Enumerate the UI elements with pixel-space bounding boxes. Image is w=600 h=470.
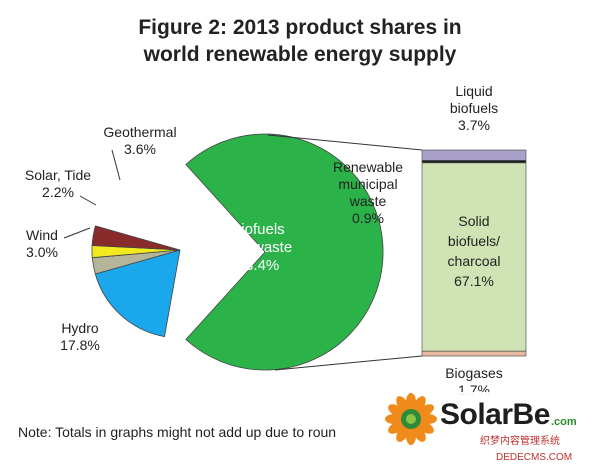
connector-bottom xyxy=(274,355,423,371)
label-wind: Wind 3.0% xyxy=(26,227,58,260)
slice-hydro xyxy=(94,249,181,338)
chart-title-line-2: world renewable energy supply xyxy=(143,43,457,66)
chart-labels: Hydro 17.8% Wind 3.0% Solar, Tide 2.2% Geother… xyxy=(25,83,503,398)
leader-geothermal xyxy=(111,149,121,181)
footnote: Note: Totals in graphs might not add up … xyxy=(18,424,337,440)
bar-segment-municipal xyxy=(421,160,527,164)
leader-solar xyxy=(79,195,97,206)
leader-wind xyxy=(63,227,91,239)
label-biofuels: Biofuels and waste 73.4% xyxy=(224,221,292,274)
bar-segment-solid xyxy=(421,162,527,352)
label-geothermal: Geothermal 3.6% xyxy=(103,124,176,157)
label-municipal: Renewable municipal waste 0.9% xyxy=(333,159,403,226)
label-hydro: Hydro 17.8% xyxy=(60,320,100,353)
label-solar: Solar, Tide 2.2% xyxy=(25,167,91,200)
chart-title-line-1: Figure 2: 2013 product shares in xyxy=(138,16,462,39)
watermark-tld: .com xyxy=(551,416,577,428)
label-liquid: Liquid biofuels 3.7% xyxy=(450,83,498,133)
bar-segment-biogases xyxy=(421,350,527,357)
watermark-brand: SolarBe xyxy=(440,398,550,431)
watermark-subtitle: 织梦内容管理系统 xyxy=(480,436,560,447)
bar-segment-liquid xyxy=(421,149,527,161)
watermark-url: DEDECMS.COM xyxy=(496,452,573,463)
connector-top xyxy=(267,134,423,151)
label-solid: Solid biofuels/charcoal 67.1% xyxy=(448,213,501,289)
sunflower-logo-icon xyxy=(385,393,437,445)
slice-geothermal xyxy=(91,225,181,251)
slice-biofuels xyxy=(185,133,384,371)
breakdown-bar xyxy=(267,134,527,371)
pie-chart xyxy=(91,133,384,371)
